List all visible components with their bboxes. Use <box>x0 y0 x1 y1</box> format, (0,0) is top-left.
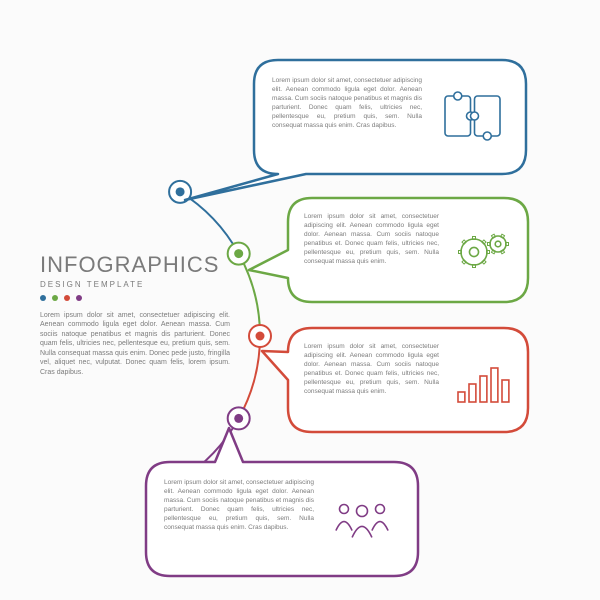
node-inner <box>234 414 243 423</box>
intro-text: Lorem ipsum dolor sit amet, consectetuer… <box>40 311 230 377</box>
node-inner <box>176 187 185 196</box>
legend-dot <box>40 295 46 301</box>
legend-dot <box>64 295 70 301</box>
page-title: INFOGRAPHICS <box>40 252 230 278</box>
legend-dot <box>52 295 58 301</box>
page-subtitle: DESIGN TEMPLATE <box>40 280 230 289</box>
arc-segment <box>239 336 260 418</box>
card-text: Lorem ipsum dolor sit amet, consectetuer… <box>272 76 422 131</box>
card-text: Lorem ipsum dolor sit amet, consectetuer… <box>164 478 314 533</box>
header-block: INFOGRAPHICS DESIGN TEMPLATE Lorem ipsum… <box>40 252 230 377</box>
node-inner <box>256 332 265 341</box>
card-text: Lorem ipsum dolor sit amet, consectetuer… <box>304 342 439 397</box>
legend-dot <box>76 295 82 301</box>
card-text: Lorem ipsum dolor sit amet, consectetuer… <box>304 212 439 267</box>
arc-segment <box>180 192 239 254</box>
legend-dots <box>40 295 230 301</box>
infographic-canvas: INFOGRAPHICS DESIGN TEMPLATE Lorem ipsum… <box>0 0 600 600</box>
node-inner <box>234 249 243 258</box>
